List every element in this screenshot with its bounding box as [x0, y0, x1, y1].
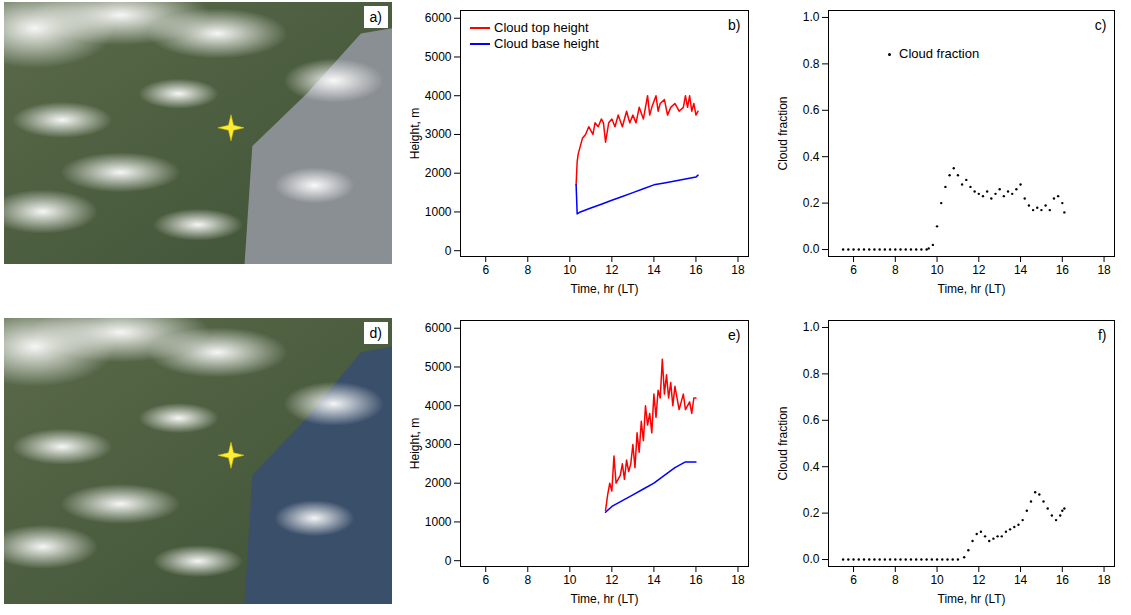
svg-text:1.0: 1.0 — [803, 10, 820, 24]
svg-text:2000: 2000 — [425, 166, 452, 180]
svg-text:1000: 1000 — [425, 515, 452, 529]
svg-text:2000: 2000 — [425, 476, 452, 490]
svg-text:8: 8 — [892, 573, 899, 587]
svg-text:f): f) — [1098, 327, 1107, 343]
svg-text:6: 6 — [850, 573, 857, 587]
svg-text:3000: 3000 — [425, 437, 452, 451]
svg-text:16: 16 — [1056, 263, 1070, 277]
svg-text:Height, m: Height, m — [408, 418, 422, 469]
svg-text:b): b) — [728, 17, 740, 33]
svg-text:Time, hr (LT): Time, hr (LT) — [571, 282, 639, 296]
svg-text:14: 14 — [647, 263, 661, 277]
svg-text:0.2: 0.2 — [803, 506, 820, 520]
svg-text:16: 16 — [689, 263, 703, 277]
svg-text:10: 10 — [930, 263, 944, 277]
svg-text:6000: 6000 — [425, 321, 452, 335]
svg-text:0.0: 0.0 — [803, 242, 820, 256]
svg-text:18: 18 — [1097, 573, 1111, 587]
html-text:Cloud top height: Cloud top height — [494, 20, 589, 35]
svg-text:10: 10 — [563, 263, 577, 277]
svg-text:18: 18 — [1097, 263, 1111, 277]
svg-text:18: 18 — [731, 573, 745, 587]
svg-text:18: 18 — [731, 263, 745, 277]
svg-text:0.8: 0.8 — [803, 57, 820, 71]
svg-text:12: 12 — [972, 263, 986, 277]
svg-text:14: 14 — [1014, 573, 1028, 587]
svg-text:0: 0 — [445, 244, 452, 258]
svg-text:14: 14 — [1014, 263, 1028, 277]
svg-text:8: 8 — [892, 263, 899, 277]
svg-text:Time, hr (LT): Time, hr (LT) — [938, 592, 1006, 606]
html-text:Cloud fraction: Cloud fraction — [899, 46, 980, 61]
svg-text:10: 10 — [563, 573, 577, 587]
svg-text:Cloud fraction: Cloud fraction — [776, 96, 790, 170]
svg-text:4000: 4000 — [425, 89, 452, 103]
svg-text:0.4: 0.4 — [803, 460, 820, 474]
svg-text:8: 8 — [524, 573, 531, 587]
svg-text:6: 6 — [482, 573, 489, 587]
svg-text:0.2: 0.2 — [803, 196, 820, 210]
svg-text:6: 6 — [482, 263, 489, 277]
svg-text:10: 10 — [930, 573, 944, 587]
svg-text:Time, hr (LT): Time, hr (LT) — [938, 282, 1006, 296]
svg-text:0.0: 0.0 — [803, 552, 820, 566]
svg-text:16: 16 — [1056, 573, 1070, 587]
svg-text:6000: 6000 — [425, 11, 452, 25]
svg-text:0.4: 0.4 — [803, 150, 820, 164]
svg-text:0.6: 0.6 — [803, 413, 820, 427]
svg-text:14: 14 — [647, 573, 661, 587]
svg-text:e): e) — [728, 327, 740, 343]
svg-text:Time, hr (LT): Time, hr (LT) — [571, 592, 639, 606]
html-text:a): a) — [369, 9, 382, 25]
svg-text:6: 6 — [850, 263, 857, 277]
svg-text:4000: 4000 — [425, 399, 452, 413]
svg-text:5000: 5000 — [425, 50, 452, 64]
svg-text:Height, m: Height, m — [408, 108, 422, 159]
svg-text:1000: 1000 — [425, 205, 452, 219]
html-text:Cloud base height: Cloud base height — [494, 36, 599, 51]
svg-text:16: 16 — [689, 573, 703, 587]
svg-text:3000: 3000 — [425, 127, 452, 141]
html-text:d): d) — [369, 325, 382, 341]
svg-text:1.0: 1.0 — [803, 320, 820, 334]
svg-text:c): c) — [1095, 17, 1107, 33]
svg-text:0.6: 0.6 — [803, 103, 820, 117]
svg-text:Cloud fraction: Cloud fraction — [776, 406, 790, 480]
svg-text:0.8: 0.8 — [803, 367, 820, 381]
svg-text:12: 12 — [972, 573, 986, 587]
svg-text:8: 8 — [524, 263, 531, 277]
svg-text:5000: 5000 — [425, 360, 452, 374]
svg-text:12: 12 — [605, 263, 619, 277]
svg-text:0: 0 — [445, 554, 452, 568]
svg-text:12: 12 — [605, 573, 619, 587]
